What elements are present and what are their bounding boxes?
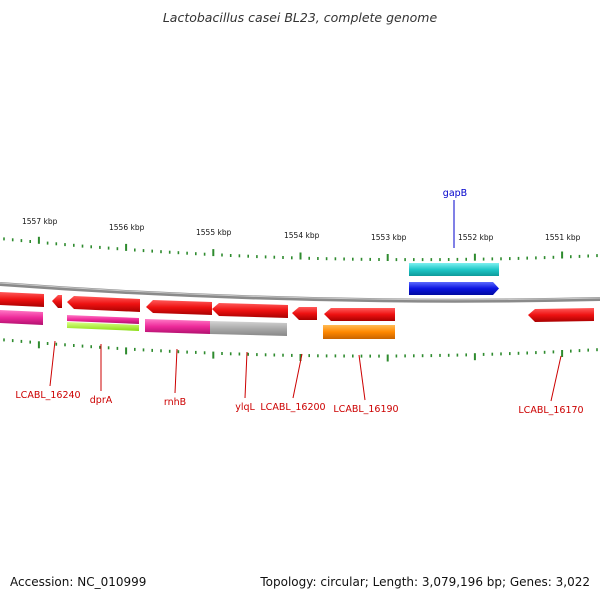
genome-backbone-highlight — [0, 282, 600, 301]
scale-tick-label: 1555 kbp — [196, 228, 232, 237]
leader-line — [550, 355, 562, 402]
gene-label-leaders — [49, 200, 562, 402]
inner-scale-ticks — [3, 338, 598, 362]
gene-arrow-rnhb[interactable] — [146, 300, 212, 315]
leader-line — [49, 340, 56, 387]
outer-scale-ticks — [3, 236, 598, 262]
reverse-strand — [0, 292, 594, 339]
gene-arrow-ylql[interactable] — [212, 303, 288, 318]
gene-label-rnhb[interactable]: rnhB — [164, 397, 186, 408]
genome-summary-text: Topology: circular; Length: 3,079,196 bp… — [260, 575, 590, 589]
scale-tick-label: 1554 kbp — [284, 231, 320, 240]
gene-labels: LCABL_16240 dprA rnhB ylqL LCABL_16200 L… — [15, 188, 583, 416]
gene-arrow-lcabl-16190[interactable] — [324, 308, 395, 321]
leader-line — [358, 354, 366, 401]
gene-arrow-lcabl-16240[interactable] — [52, 295, 62, 308]
gene-arrow-rnhb-magenta[interactable] — [145, 319, 210, 334]
gene-arrow-blue[interactable] — [409, 282, 499, 295]
gene-arrow-magenta-left-edge[interactable] — [0, 310, 43, 325]
leader-line — [174, 348, 178, 394]
gene-label-ylql[interactable]: ylqL — [235, 402, 255, 413]
gene-label-gapb[interactable]: gapB — [443, 188, 467, 199]
gene-arrow-gapb[interactable] — [409, 263, 499, 276]
gene-label-dpra[interactable]: dprA — [90, 395, 113, 406]
gene-arrow-dpra[interactable] — [67, 296, 140, 312]
scale-tick-label: 1553 kbp — [371, 233, 407, 242]
scale-tick-label: 1551 kbp — [545, 233, 581, 242]
gene-arrow-lcabl-16200[interactable] — [292, 307, 317, 320]
accession-text: Accession: NC_010999 — [10, 575, 147, 589]
forward-strand — [409, 263, 499, 295]
leader-line — [292, 353, 303, 399]
gene-arrow-lcabl-16170[interactable] — [528, 308, 594, 322]
gene-arrow-dpra-magenta[interactable] — [67, 315, 139, 324]
gene-arrow-lcabl-16190-orange[interactable] — [323, 325, 395, 339]
scale-tick-label: 1552 kbp — [458, 233, 494, 242]
page-title: Lactobacillus casei BL23, complete genom… — [162, 10, 438, 25]
gene-arrow-ylql-gray[interactable] — [210, 321, 287, 336]
gene-label-lcabl-16170[interactable]: LCABL_16170 — [518, 405, 583, 416]
genome-backbone — [0, 282, 600, 303]
gene-arrow-red-left-edge[interactable] — [0, 292, 44, 307]
scale-tick-label: 1556 kbp — [109, 223, 145, 232]
gene-label-lcabl-16200[interactable]: LCABL_16200 — [260, 402, 325, 413]
gene-arrow-dpra-lime[interactable] — [67, 322, 139, 331]
scale-tick-label: 1557 kbp — [22, 217, 58, 226]
scale-tick-labels: 1557 kbp 1556 kbp 1555 kbp 1554 kbp 1553… — [22, 217, 581, 242]
gene-label-lcabl-16240[interactable]: LCABL_16240 — [15, 390, 80, 401]
gene-label-lcabl-16190[interactable]: LCABL_16190 — [333, 404, 398, 415]
leader-line — [244, 351, 248, 399]
